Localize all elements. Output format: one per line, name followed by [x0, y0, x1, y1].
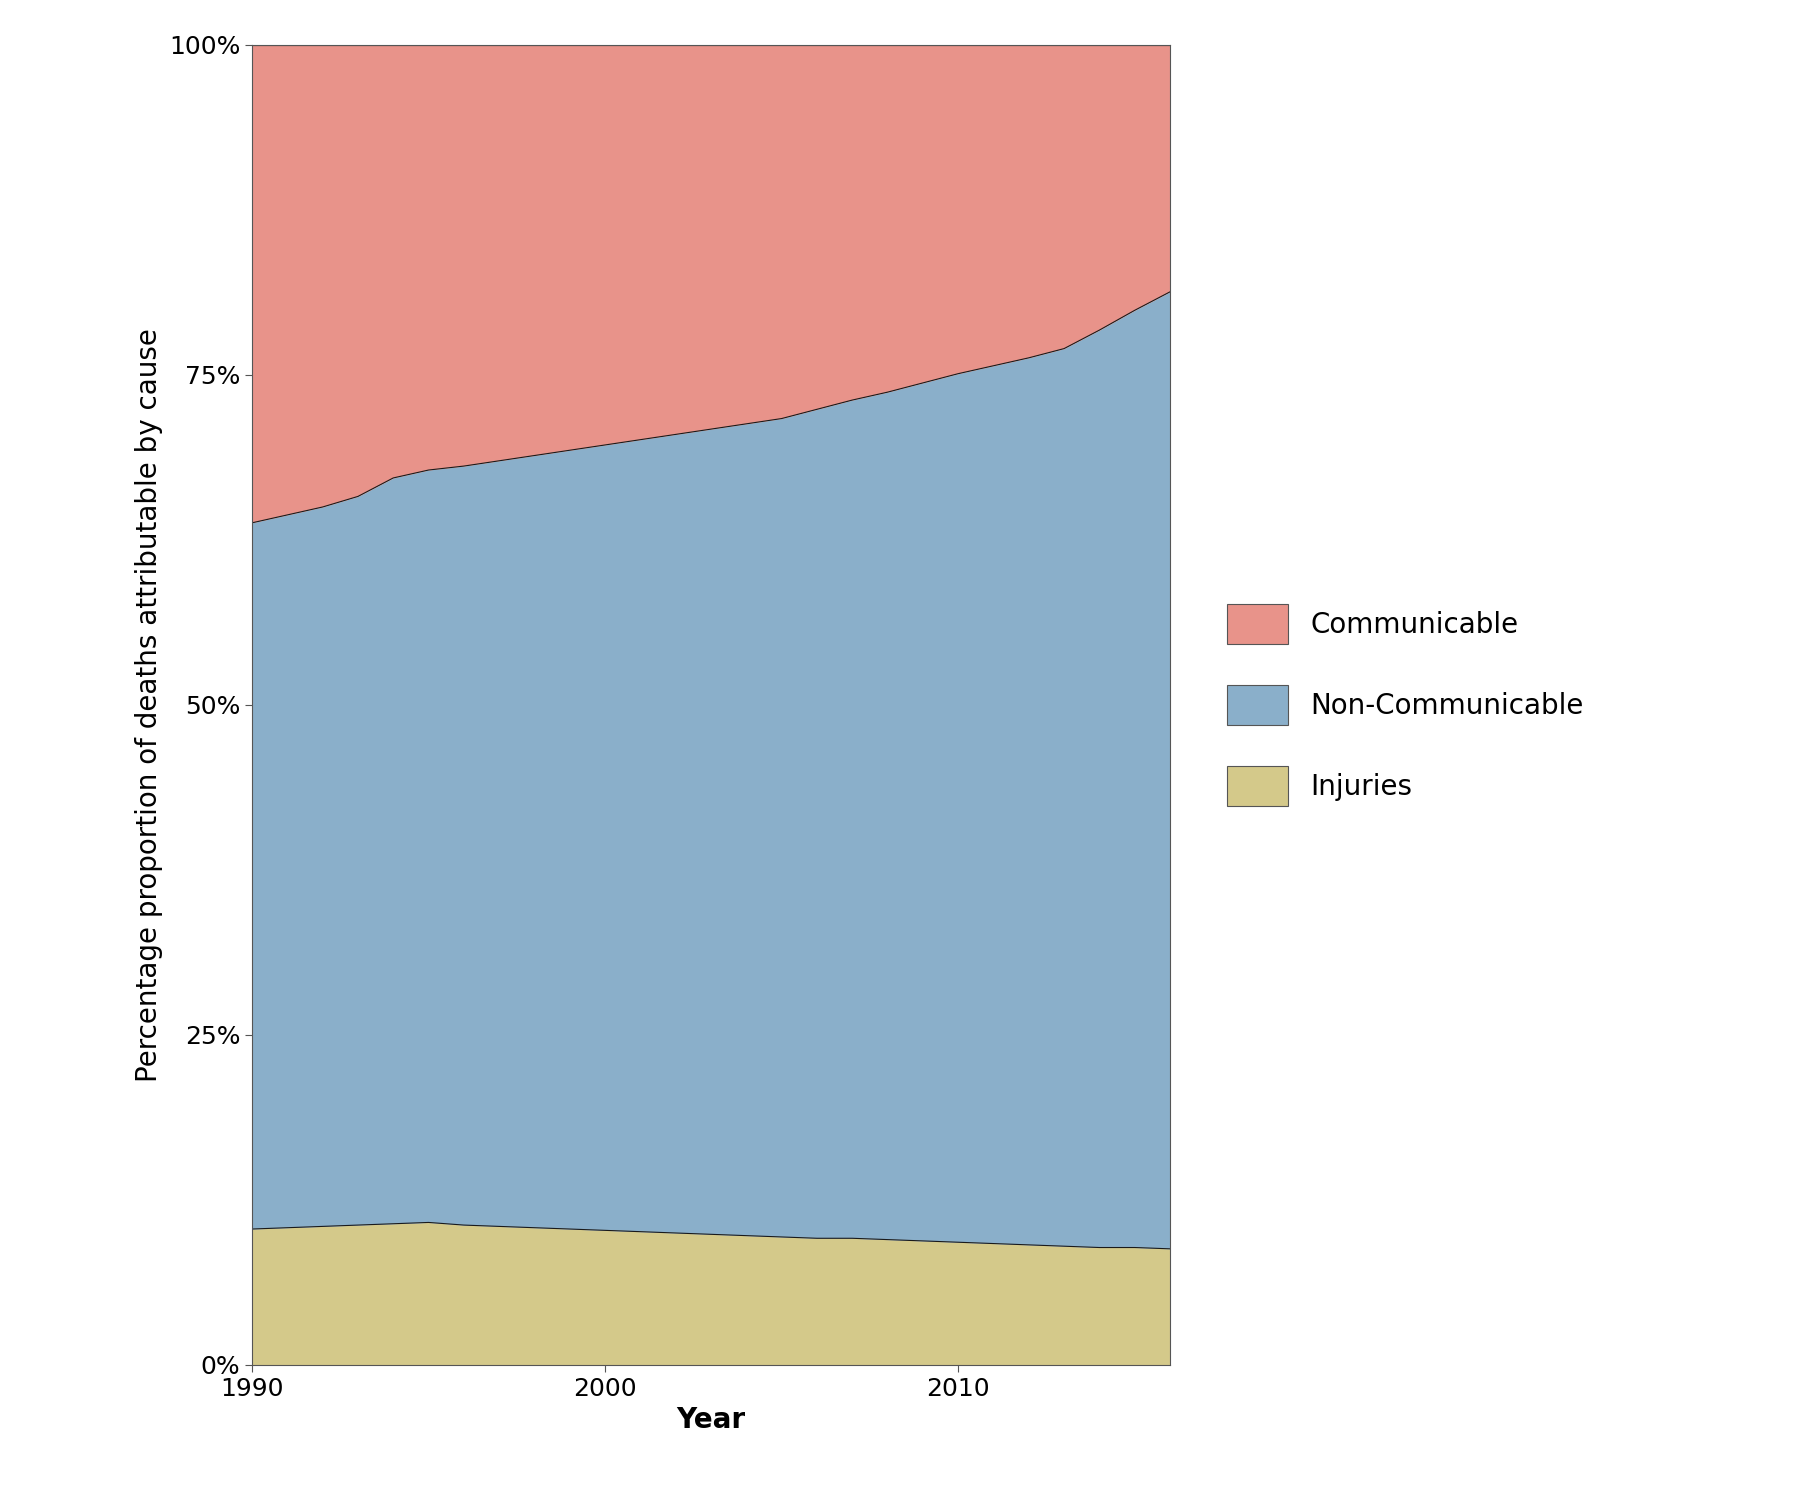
- X-axis label: Year: Year: [677, 1407, 745, 1434]
- Y-axis label: Percentage proportion of deaths attributable by cause: Percentage proportion of deaths attribut…: [135, 328, 164, 1082]
- Legend: Communicable, Non-Communicable, Injuries: Communicable, Non-Communicable, Injuries: [1217, 594, 1595, 816]
